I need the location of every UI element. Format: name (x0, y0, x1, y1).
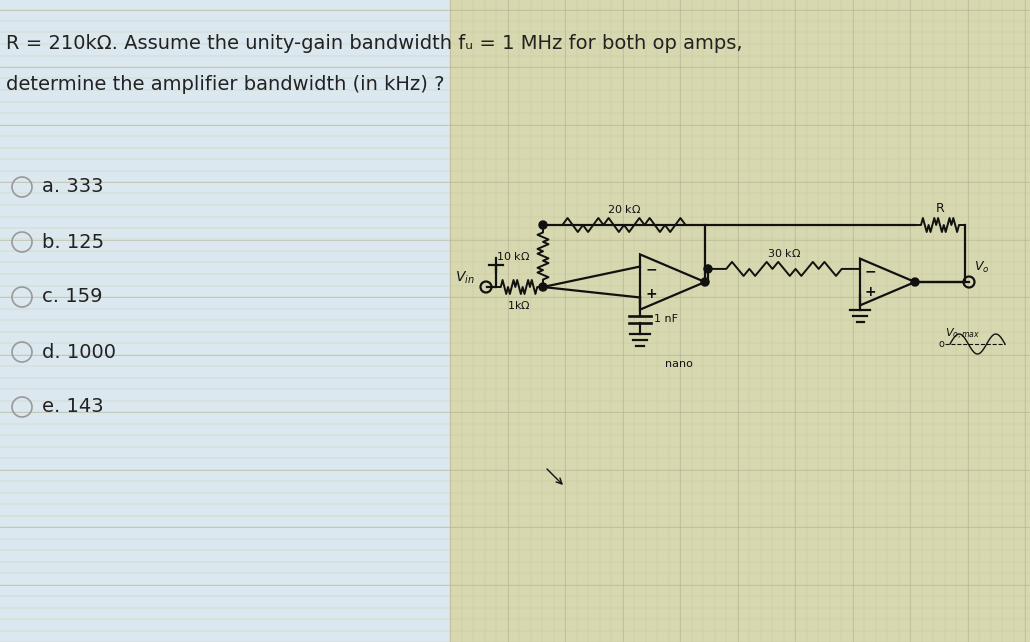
Text: 20 k$\Omega$: 20 k$\Omega$ (607, 203, 641, 215)
Circle shape (701, 278, 709, 286)
Text: nano: nano (665, 360, 693, 369)
Text: $V_{in}$: $V_{in}$ (455, 270, 475, 286)
Text: 1 nF: 1 nF (654, 315, 678, 324)
Text: +: + (864, 285, 876, 299)
Text: b. 125: b. 125 (42, 232, 104, 252)
Text: −: − (864, 265, 876, 279)
Text: +: + (646, 287, 657, 301)
Text: 1k$\Omega$: 1k$\Omega$ (507, 299, 530, 311)
Text: d. 1000: d. 1000 (42, 342, 116, 361)
Text: 10 k$\Omega$: 10 k$\Omega$ (495, 250, 530, 262)
Text: determine the amplifier bandwidth (in kHz) ?: determine the amplifier bandwidth (in kH… (6, 75, 445, 94)
Circle shape (703, 265, 712, 273)
Text: R = 210kΩ. Assume the unity-gain bandwidth fᵤ = 1 MHz for both op amps,: R = 210kΩ. Assume the unity-gain bandwid… (6, 34, 743, 53)
Text: o: o (938, 339, 945, 349)
Circle shape (911, 278, 919, 286)
FancyBboxPatch shape (450, 0, 1030, 642)
Circle shape (539, 283, 547, 291)
Text: 30 k$\Omega$: 30 k$\Omega$ (767, 247, 801, 259)
Text: R: R (935, 202, 945, 215)
Circle shape (539, 221, 547, 229)
Text: $V_o$: $V_o$ (974, 260, 990, 275)
Text: e. 143: e. 143 (42, 397, 104, 417)
Text: a. 333: a. 333 (42, 177, 103, 196)
Text: −: − (646, 263, 657, 277)
Text: c. 159: c. 159 (42, 288, 103, 306)
Text: $V_{o,max}$: $V_{o,max}$ (945, 327, 981, 342)
